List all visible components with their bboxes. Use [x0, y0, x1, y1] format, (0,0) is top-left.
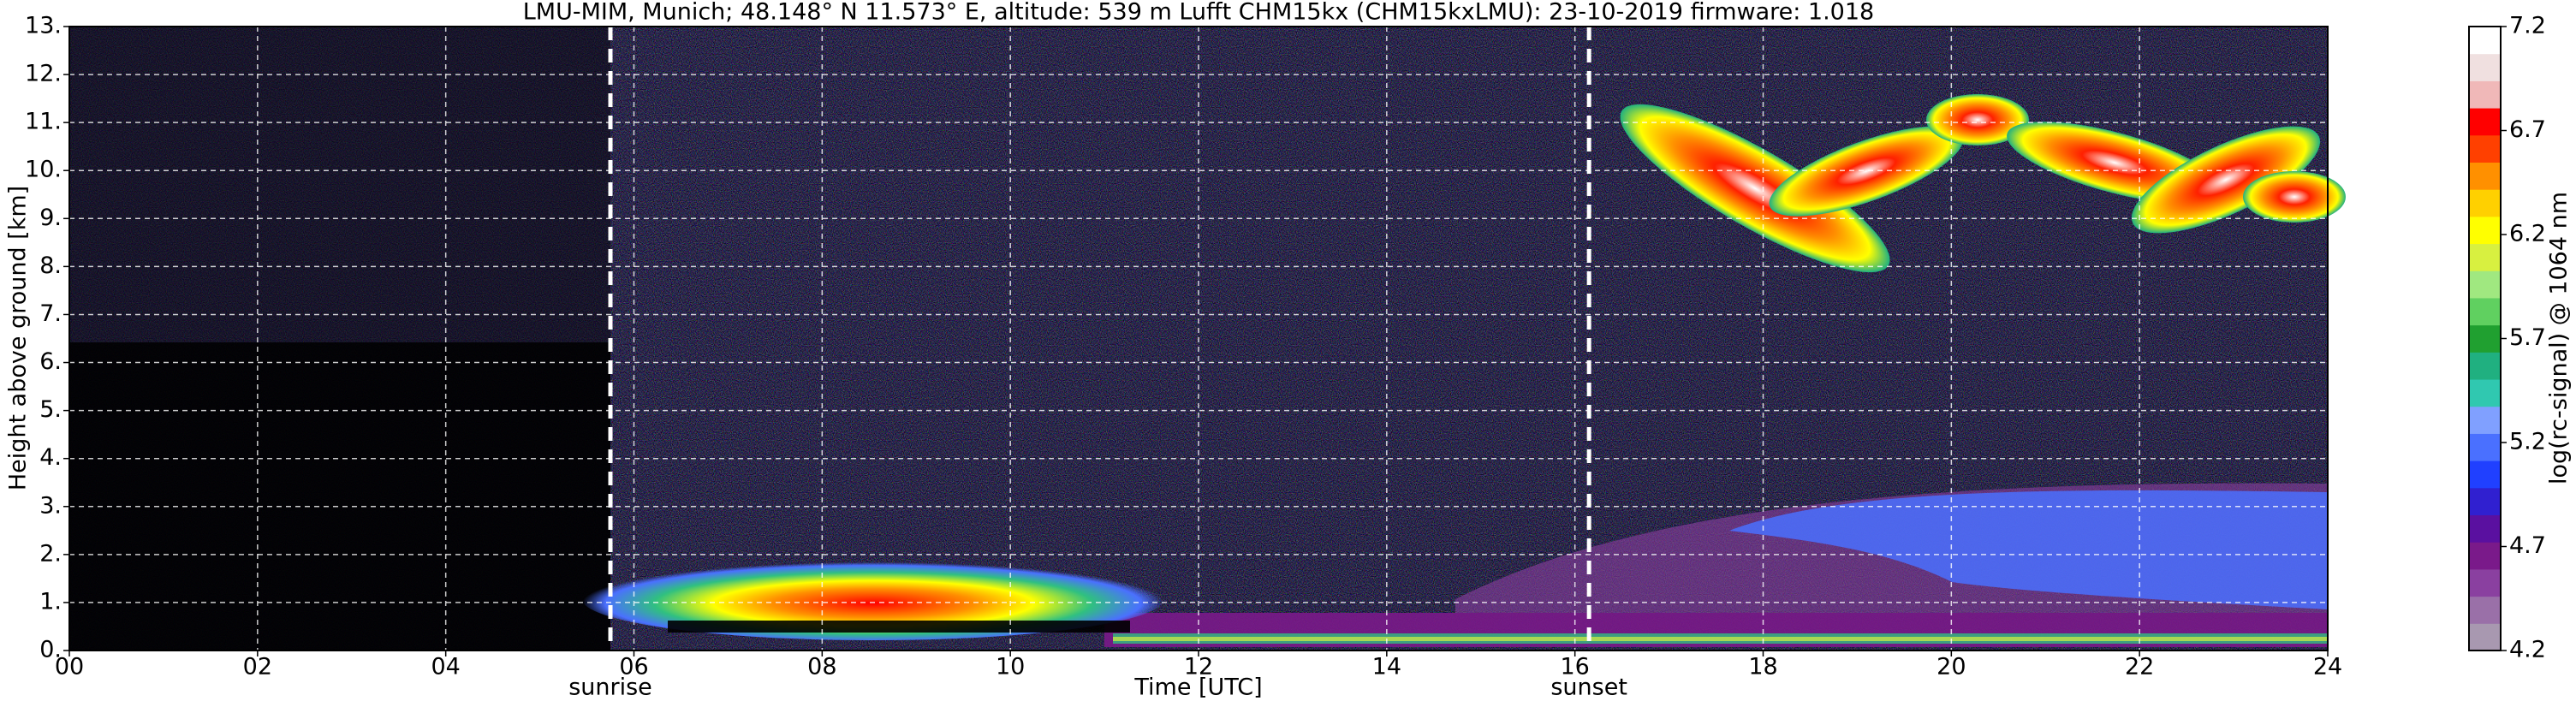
- x-tick-label: 10: [996, 654, 1025, 680]
- colorbar-band: [2469, 27, 2501, 55]
- y-tick-label: 8.: [39, 253, 62, 279]
- x-tick-label: 06: [619, 654, 648, 680]
- x-tick-label: 04: [431, 654, 460, 680]
- colorbar-band: [2469, 568, 2501, 597]
- colorbar-band: [2469, 406, 2501, 434]
- colorbar-band: [2469, 433, 2501, 461]
- colorbar-label: log(rc-signal) @ 1064 nm: [2546, 192, 2573, 484]
- colorbar-band: [2469, 297, 2501, 326]
- x-tick-label: 14: [1372, 654, 1401, 680]
- y-tick-label: 5.: [39, 396, 62, 423]
- annotation-label: sunrise: [568, 674, 652, 701]
- colorbar-band: [2469, 162, 2501, 190]
- x-tick-label: 18: [1748, 654, 1777, 680]
- y-tick-label: 12.: [25, 61, 62, 87]
- y-tick-label: 6.: [39, 348, 62, 375]
- colorbar-band: [2469, 352, 2501, 380]
- y-axis-label: Height above ground [km]: [5, 186, 32, 490]
- colorbar-band: [2469, 324, 2501, 353]
- annotation-label: sunset: [1550, 674, 1627, 701]
- colorbar-band: [2469, 514, 2501, 543]
- colorbar-band: [2469, 623, 2501, 651]
- colorbar-tick-label: 4.2: [2509, 637, 2546, 663]
- colorbar-tick-label: 5.7: [2509, 324, 2546, 351]
- y-tick-label: 13.: [25, 13, 62, 39]
- x-tick-label: 22: [2125, 654, 2154, 680]
- colorbar-band: [2469, 379, 2501, 407]
- x-tick-label: 12: [1184, 654, 1213, 680]
- colorbar-band: [2469, 108, 2501, 136]
- x-tick-label: 02: [243, 654, 272, 680]
- colorbar-tick-label: 7.2: [2509, 13, 2546, 39]
- x-tick-label: 24: [2313, 654, 2342, 680]
- x-tick-label: 16: [1560, 654, 1589, 680]
- colorbar-band: [2469, 270, 2501, 299]
- colorbar-tick-label: 5.2: [2509, 429, 2546, 455]
- colorbar-tick-label: 6.7: [2509, 116, 2546, 143]
- x-tick-label: 08: [807, 654, 836, 680]
- colorbar-band: [2469, 216, 2501, 245]
- colorbar-band: [2469, 53, 2501, 81]
- y-tick-label: 0.: [39, 637, 62, 663]
- y-tick-label: 11.: [25, 109, 62, 135]
- y-tick-label: 9.: [39, 205, 62, 231]
- y-tick-label: 2.: [39, 540, 62, 567]
- y-tick-label: 10.: [25, 157, 62, 183]
- y-tick-label: 3.: [39, 492, 62, 519]
- colorbar-band: [2469, 189, 2501, 217]
- colorbar-band: [2469, 134, 2501, 163]
- y-tick-label: 7.: [39, 300, 62, 327]
- colorbar-band: [2469, 542, 2501, 570]
- colorbar-tick-label: 4.7: [2509, 532, 2546, 559]
- backscatter-image: [69, 27, 2346, 651]
- colorbar-band: [2469, 487, 2501, 516]
- y-tick-label: 4.: [39, 444, 62, 471]
- colorbar-band: [2469, 460, 2501, 489]
- y-tick-label: 1.: [39, 588, 62, 615]
- colorbar-tick-label: 6.2: [2509, 221, 2546, 247]
- colorbar-band: [2469, 243, 2501, 271]
- x-tick-label: 00: [55, 654, 84, 680]
- x-tick-label: 20: [1936, 654, 1966, 680]
- x-axis-label: Time [UTC]: [1133, 674, 1262, 701]
- colorbar-band: [2469, 80, 2501, 109]
- colorbar-band: [2469, 596, 2501, 624]
- chart-title: LMU-MIM, Munich; 48.148° N 11.573° E, al…: [523, 0, 1874, 26]
